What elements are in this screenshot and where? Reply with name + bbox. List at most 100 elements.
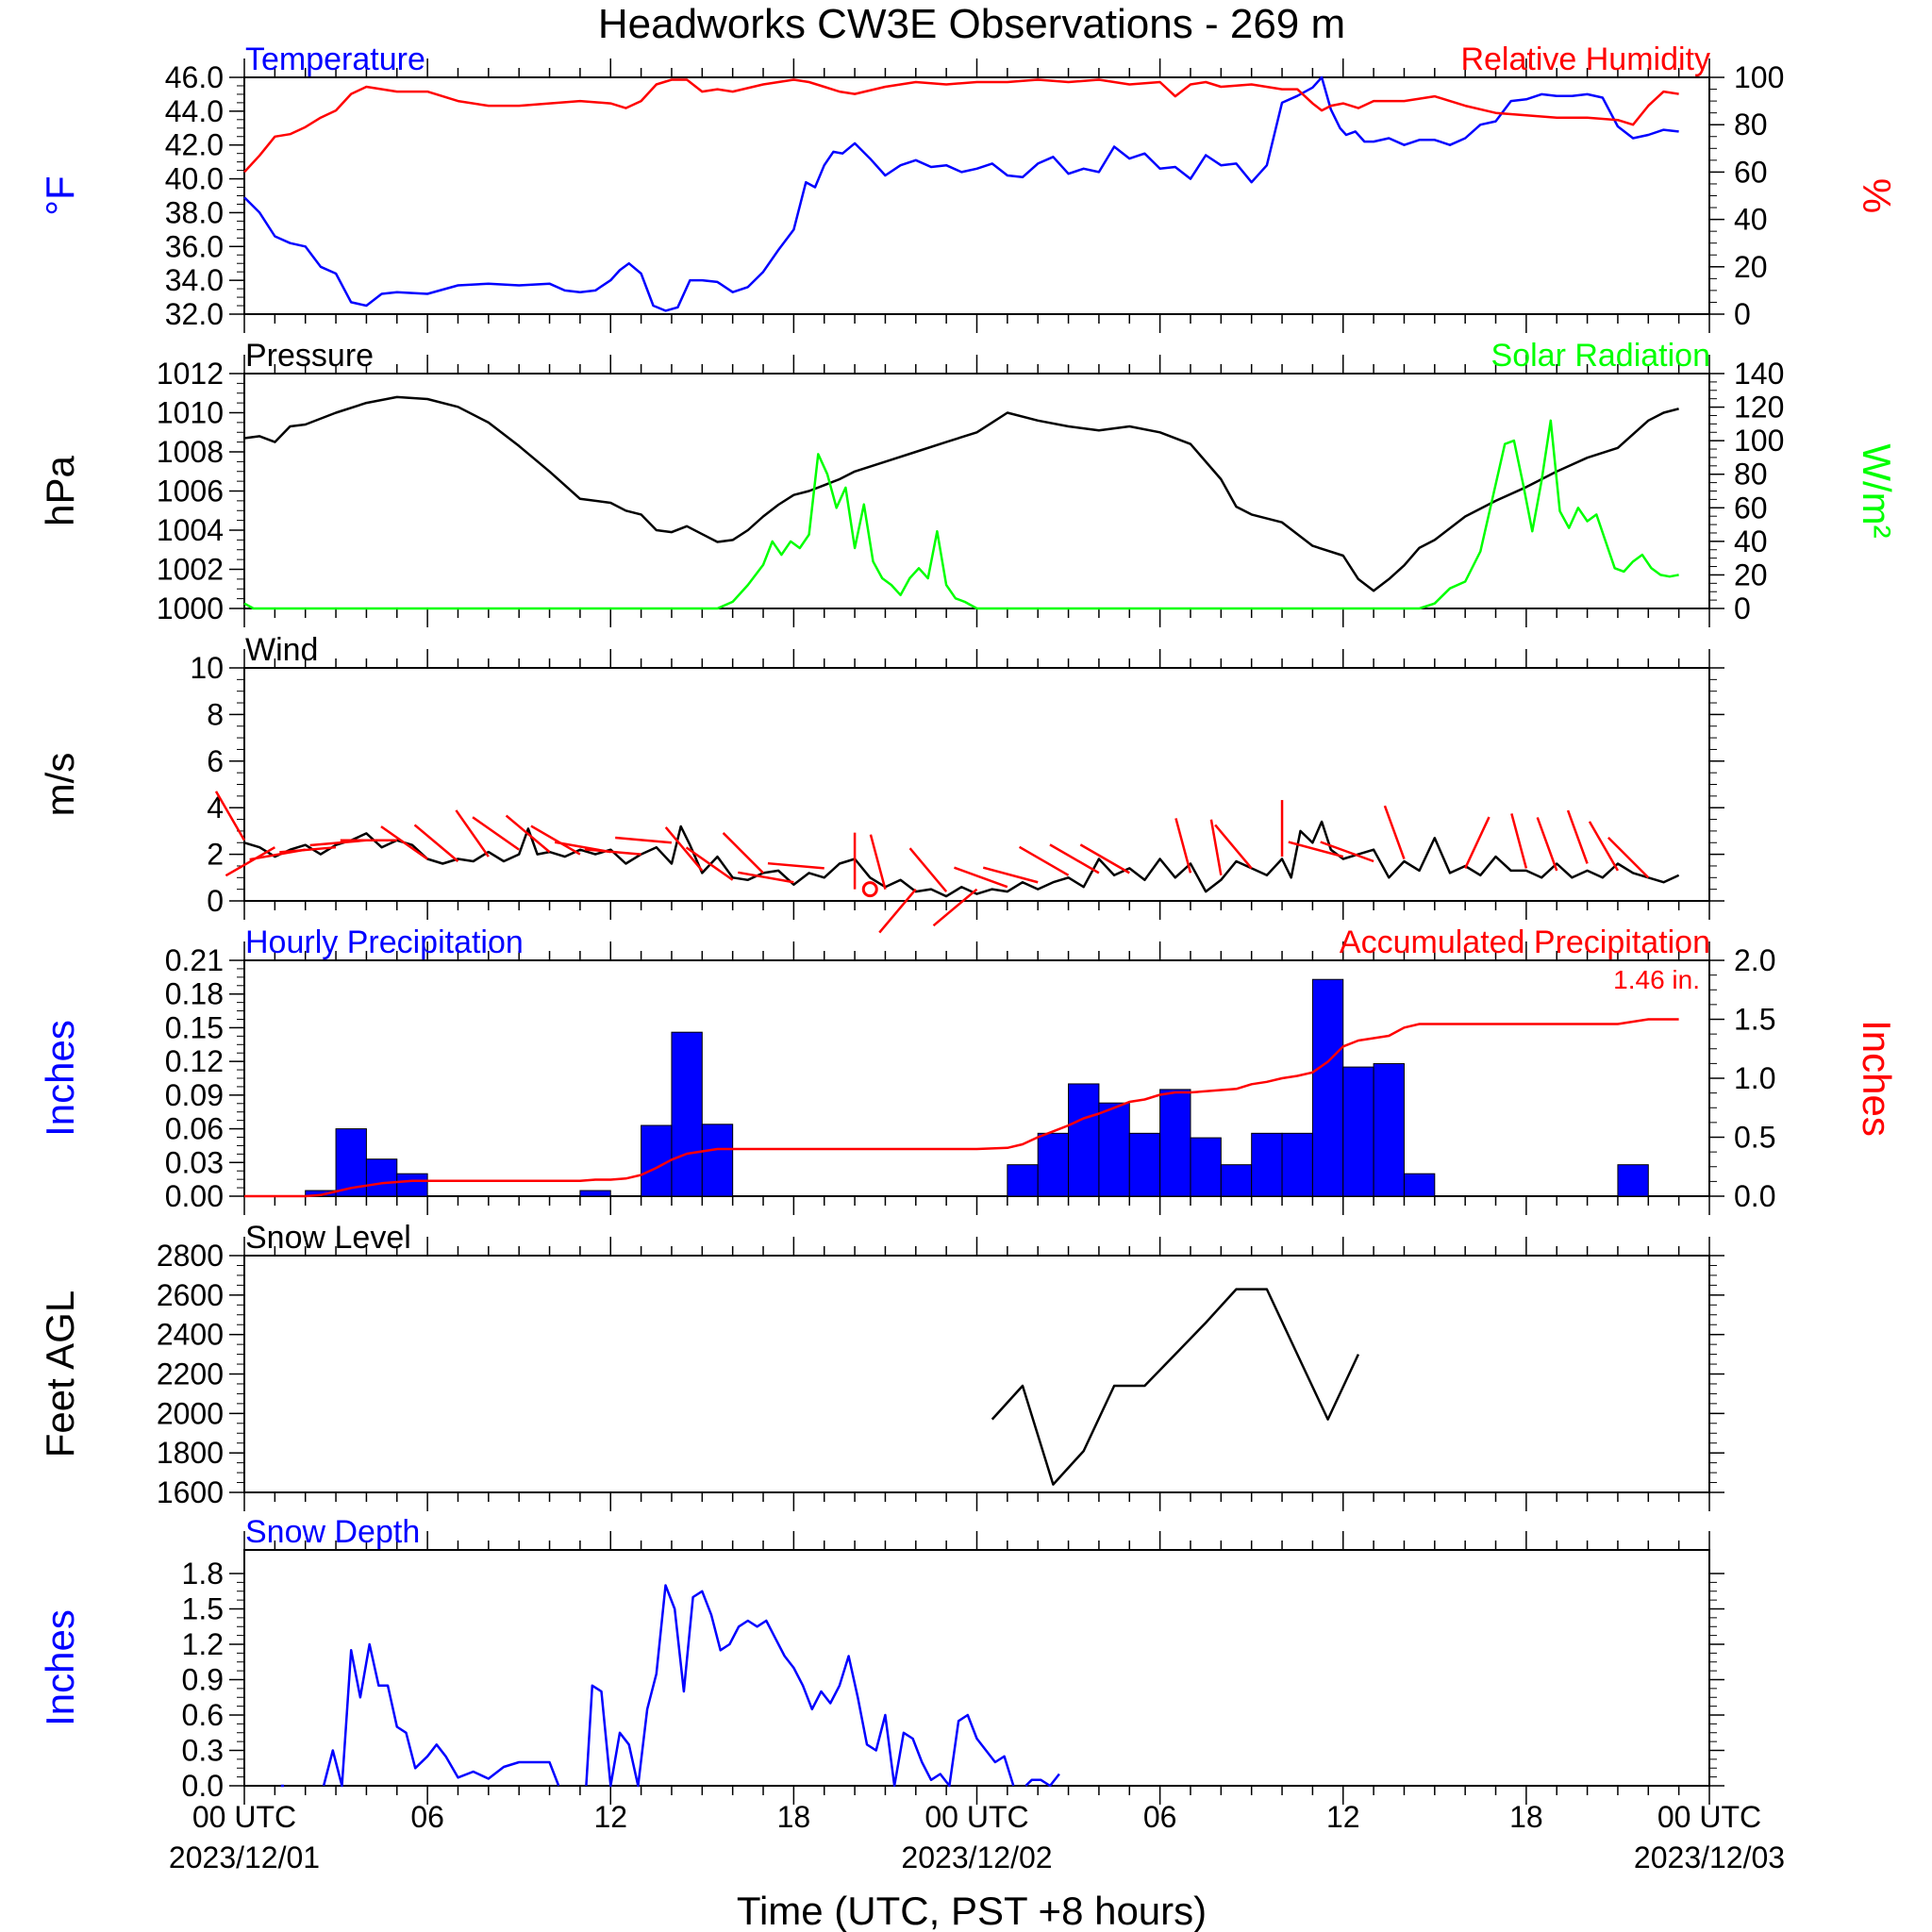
x-tick-label: 18 [1509, 1800, 1543, 1834]
panel-title-left: Temperature [245, 42, 425, 77]
wind-barb [869, 834, 887, 890]
precip-bar [1007, 1164, 1039, 1197]
wind-barb [472, 816, 520, 851]
x-tick-label: 06 [1143, 1800, 1177, 1834]
series-line [243, 78, 1679, 174]
series-line [243, 419, 1679, 610]
y2-tick-label: 0.0 [1734, 1179, 1775, 1213]
wind-barb [1320, 841, 1374, 863]
y-tick-label: 1010 [157, 396, 224, 430]
wind-barb [1049, 843, 1100, 874]
plot-frame [243, 76, 1710, 315]
series-line [243, 395, 1679, 592]
precip-bar [1037, 1132, 1070, 1197]
precip-bar [1311, 978, 1344, 1197]
wind-barb [1079, 843, 1130, 874]
x-tick-label: 12 [1326, 1800, 1360, 1834]
y-tick-label: 46.0 [165, 60, 224, 94]
y-tick-label: 1.2 [182, 1627, 224, 1661]
y2-tick-label: 40 [1734, 203, 1768, 237]
y-tick-label: 2000 [157, 1396, 224, 1430]
wind-barb [455, 809, 490, 858]
x-date-label: 2023/12/01 [169, 1840, 320, 1874]
y-tick-label: 0.00 [165, 1179, 224, 1213]
precip-bar [1281, 1132, 1313, 1197]
x-tick-label: 00 UTC [1657, 1800, 1761, 1834]
wind-barb [664, 826, 704, 872]
panel-snow-level: 1600 1800 2000 2200 2400 2600 2800 Snow Level Fe… [38, 1220, 1724, 1511]
wind-barb [1174, 818, 1192, 874]
y2-tick-label: 140 [1734, 357, 1784, 391]
wind-barb [279, 845, 337, 854]
chart-title: Headworks CW3E Observations - 269 m [598, 1, 1345, 47]
precip-bar [579, 1190, 611, 1197]
y-tick-label: 1600 [157, 1475, 224, 1509]
y-tick-label: 0.06 [165, 1112, 224, 1146]
y-tick-label: 36.0 [165, 229, 224, 263]
y-tick-label: 1006 [157, 475, 224, 508]
precip-bar [1159, 1089, 1191, 1197]
y-tick-label: 40.0 [165, 162, 224, 196]
x-tick-label: 06 [410, 1800, 444, 1834]
series-line [991, 1288, 1360, 1486]
total-precip-label: 1.46 in. [1613, 965, 1700, 994]
panel-title-right: Solar Radiation [1491, 338, 1710, 374]
y-axis-label: °F [38, 175, 82, 215]
y-tick-label: 0.9 [182, 1663, 224, 1697]
wind-barb [214, 791, 246, 841]
y-tick-label: 0 [207, 884, 224, 918]
y2-axis-label: Inches [1855, 1020, 1899, 1137]
precip-bar [365, 1158, 398, 1197]
y-tick-label: 2400 [157, 1318, 224, 1352]
panel-title-left: Hourly Precipitation [245, 924, 524, 960]
panel-precipitation: 0.000.030.060.090.120.150.180.21 0.0 0.5 1.… [38, 924, 1899, 1215]
wind-barb [1288, 841, 1344, 858]
x-axis-label: Time (UTC, PST +8 hours) [737, 1889, 1207, 1932]
y-tick-label: 8 [207, 697, 224, 731]
wind-barb [685, 846, 734, 881]
wind-barb [1588, 821, 1620, 872]
y-tick-label: 1.5 [182, 1592, 224, 1626]
precip-bar [1403, 1173, 1436, 1197]
x-tick-label: 00 UTC [924, 1800, 1028, 1834]
y-axis-label: hPa [38, 455, 82, 525]
wind-barb [1018, 845, 1070, 876]
plot-frame [243, 1549, 1710, 1787]
y-tick-label: 0.12 [165, 1044, 224, 1078]
panel-title-left: Snow Level [245, 1220, 411, 1256]
wind-barb [1566, 809, 1589, 864]
precip-bar [671, 1031, 703, 1197]
panel-title-right: Relative Humidity [1460, 42, 1710, 77]
y-tick-label: 0.15 [165, 1010, 224, 1044]
y-tick-label: 32.0 [165, 297, 224, 331]
precip-bar [1251, 1132, 1283, 1197]
x-date-label: 2023/12/02 [901, 1840, 1052, 1874]
wind-barb [413, 824, 459, 862]
y2-tick-label: 1.0 [1734, 1061, 1775, 1095]
precip-bar [1342, 1066, 1374, 1197]
wind-barb [982, 866, 1039, 884]
panel-pressure-solar: 1000 1002 1004 1006 1008 1010 1012 020406080100… [38, 338, 1899, 627]
y-tick-label: 2200 [157, 1357, 224, 1391]
y-tick-label: 1002 [157, 553, 224, 587]
snow-depth-line [322, 1642, 560, 1788]
precip-bar [1617, 1164, 1649, 1197]
series-line [243, 820, 1680, 898]
y-tick-label: 0.21 [165, 943, 224, 977]
y2-axis-label: % [1855, 178, 1899, 213]
wind-barb [1209, 819, 1223, 876]
precip-bar [701, 1124, 734, 1197]
precip-bar [1068, 1083, 1100, 1197]
snow-depth-line [1024, 1773, 1060, 1788]
x-tick-label: 12 [593, 1800, 627, 1834]
y-tick-label: 42.0 [165, 128, 224, 162]
y-tick-label: 38.0 [165, 195, 224, 229]
panel-title-left: Wind [245, 632, 318, 668]
panel-temperature-humidity: 32.034.036.038.040.042.044.046.0 0 20 40 60 8… [38, 42, 1899, 333]
x-date-label: 2023/12/03 [1634, 1840, 1785, 1874]
x-tick-label: 00 UTC [192, 1800, 296, 1834]
accumulated-precip-line [244, 1018, 1679, 1198]
plot-frame [243, 667, 1710, 902]
calm-wind-marker [861, 881, 878, 898]
